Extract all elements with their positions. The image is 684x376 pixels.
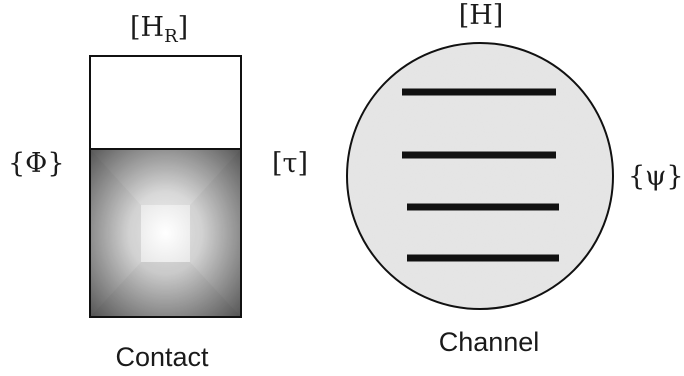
contact-bevel-top <box>91 150 240 205</box>
channel-caption: Channel <box>439 327 540 357</box>
contact-caption: Contact <box>115 342 209 372</box>
channel-group: [H] {ψ} Channel <box>346 0 684 357</box>
contact-right-label: [τ] <box>272 148 308 179</box>
channel-texture <box>347 43 613 309</box>
contact-left-label: {Φ} <box>8 148 65 179</box>
channel-outline <box>346 42 614 310</box>
channel-right-label: {ψ} <box>628 161 684 192</box>
contact-lower-box <box>89 148 242 318</box>
contact-bevel-left <box>91 150 141 316</box>
contact-top-label: [HR] <box>130 12 188 47</box>
contact-upper-box <box>89 55 242 150</box>
contact-bevel-bottom <box>91 262 240 316</box>
contact-group: [HR] {Φ} [τ] Contact <box>8 12 308 372</box>
contact-bevel-right <box>190 150 240 316</box>
channel-top-label: [H] <box>459 0 504 31</box>
